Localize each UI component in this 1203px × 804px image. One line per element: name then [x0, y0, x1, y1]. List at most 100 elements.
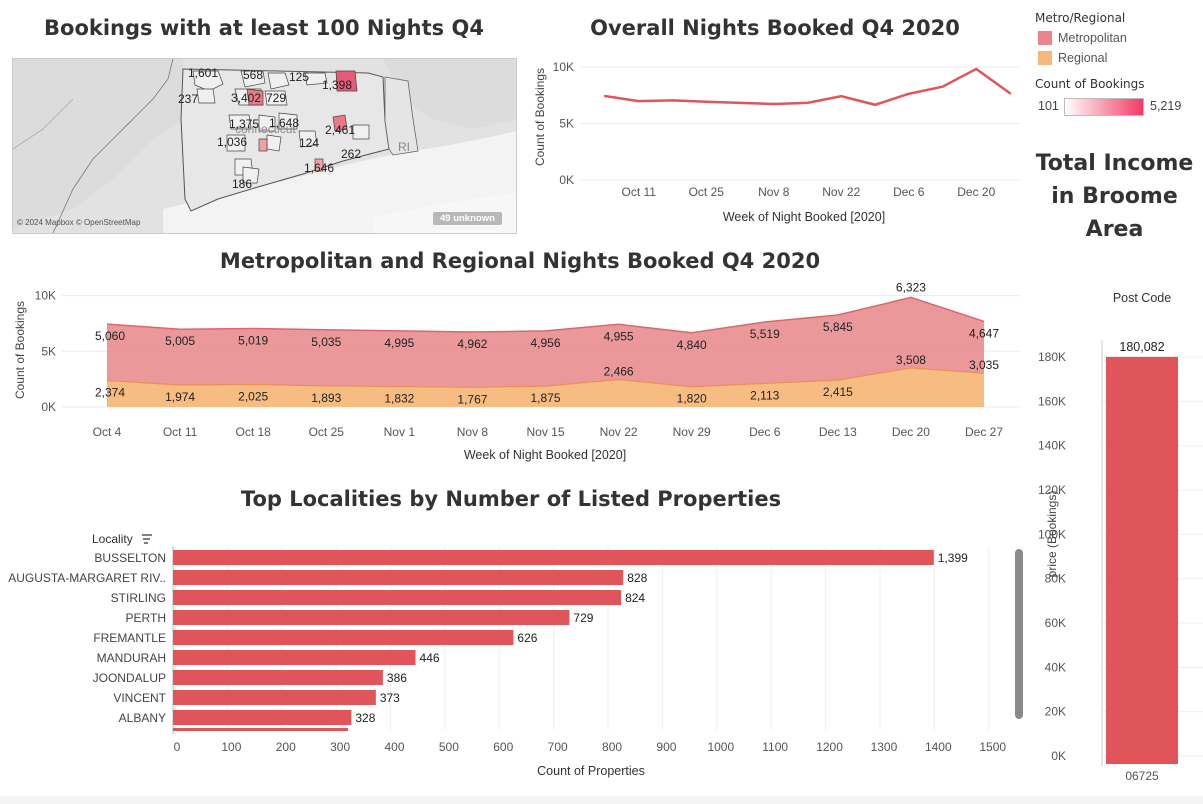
- overall-line-chart[interactable]: 0K 5K 10K Count of Bookings Oct 11 Oct 25 Nov …: [530, 0, 1026, 244]
- x-tick-label: 300: [330, 740, 350, 754]
- postcode-value-label: 180,082: [1119, 340, 1164, 354]
- y-tick-label: 0K: [559, 173, 574, 187]
- metropolitan-data-label: 5,060: [95, 329, 125, 343]
- overall-series-point: [1008, 92, 1012, 95]
- locality-label: BUSSELTON: [94, 551, 166, 565]
- overall-series-line: [604, 67, 1011, 107]
- overall-series-point: [975, 67, 978, 71]
- map-marker[interactable]: 3,402: [231, 91, 261, 105]
- x-tick-label: 200: [276, 740, 296, 754]
- regional-data-label: 1,820: [677, 392, 707, 406]
- locality-value-label: 373: [380, 691, 400, 705]
- x-tick-label: Dec 27: [965, 425, 1003, 439]
- regional-data-label: 2,113: [750, 388, 779, 402]
- x-tick-label: 600: [493, 740, 513, 754]
- legend-item-regional[interactable]: Regional: [1038, 51, 1107, 65]
- x-tick-label: 1100: [762, 740, 788, 754]
- overall-series-point: [873, 103, 877, 106]
- x-tick-label: 700: [548, 740, 568, 754]
- localities-scrollbar[interactable]: [1015, 549, 1023, 719]
- regional-data-label: 1,875: [530, 391, 560, 405]
- metropolitan-label: Metropolitan: [1058, 31, 1127, 45]
- regional-data-label: 1,767: [457, 392, 487, 406]
- y-axis-title: Count of Bookings: [533, 68, 547, 166]
- map-attribution[interactable]: © 2024 Mapbox © OpenStreetMap: [17, 218, 141, 227]
- area-chart[interactable]: 0K 5K 10K Count of Bookings 5,060 5,005 5,019 5…: [0, 244, 1026, 476]
- x-tick-label: 400: [385, 740, 405, 754]
- x-tick-label: Oct 25: [689, 185, 725, 199]
- map-ri-label: RI: [398, 140, 410, 154]
- postcode-panel: Post Code 0K 20K 40K 60K 80K 100K 120K 140K 160K 1…: [1026, 244, 1203, 796]
- x-tick-label: Dec 6: [749, 425, 781, 439]
- count-legend-max: 5,219: [1150, 99, 1182, 113]
- y-tick-label: 5K: [41, 344, 56, 358]
- y-tick-label: 10K: [35, 289, 56, 303]
- postcode-bar-chart[interactable]: Post Code 0K 20K 40K 60K 80K 100K 120K 140K 160K 1…: [1026, 244, 1203, 796]
- map-marker[interactable]: 124: [299, 136, 319, 150]
- overall-series-point: [671, 99, 674, 102]
- y-tick-label: 180K: [1038, 350, 1066, 364]
- map-marker[interactable]: 262: [341, 147, 361, 161]
- map-marker[interactable]: 2,461: [325, 123, 355, 137]
- regional-data-label: 3,035: [969, 358, 999, 372]
- map-marker[interactable]: 1,036: [217, 135, 247, 149]
- map-marker[interactable]: 729: [266, 91, 286, 105]
- metropolitan-area: [107, 297, 984, 388]
- locality-label: AUGUSTA-MARGARET RIV..: [8, 571, 166, 585]
- x-tick-label: 1200: [816, 740, 843, 754]
- x-tick-label: Oct 18: [235, 425, 271, 439]
- localities-bar-chart[interactable]: 0 100 200 300 400 500 600 700 800 900 1000 1100 1200…: [0, 476, 1026, 796]
- localities-panel: Top Localities by Number of Listed Prope…: [0, 476, 1026, 796]
- locality-label: ALBANY: [119, 711, 166, 725]
- locality-bar: [173, 650, 416, 665]
- y-tick-label: 40K: [1045, 660, 1066, 674]
- legend-item-metropolitan[interactable]: Metropolitan: [1038, 31, 1127, 45]
- overall-series-point: [637, 99, 640, 103]
- overall-series-point: [738, 101, 742, 105]
- locality-label: VINCENT: [113, 691, 166, 705]
- map-unknown-badge[interactable]: 49 unknown: [433, 212, 502, 225]
- x-tick-label: 500: [439, 740, 459, 754]
- y-tick-label: 20K: [1045, 705, 1066, 719]
- map-marker[interactable]: 125: [289, 70, 309, 84]
- locality-value-label: 626: [517, 631, 537, 645]
- locality-label: MANDURAH: [97, 651, 166, 665]
- metropolitan-data-label: 5,035: [311, 335, 341, 349]
- count-gradient-bar[interactable]: [1064, 98, 1144, 116]
- map-marker[interactable]: 1,646: [304, 161, 334, 175]
- x-tick-label: Nov 22: [600, 425, 638, 439]
- x-tick-label: Nov 22: [822, 185, 860, 199]
- map-marker[interactable]: 1,375: [229, 117, 259, 131]
- postcode-category-label: 06725: [1125, 769, 1159, 783]
- y-tick-label: 0K: [41, 400, 56, 414]
- locality-bar: [173, 690, 376, 705]
- x-tick-label: Dec 20: [957, 185, 995, 199]
- overall-series-point: [772, 102, 775, 106]
- locality-bar: [173, 550, 934, 565]
- metropolitan-data-label: 4,840: [677, 338, 707, 352]
- income-title-line: in Broome: [1051, 184, 1178, 209]
- locality-value-label: 446: [420, 651, 440, 665]
- metropolitan-data-label: 5,845: [823, 320, 853, 334]
- overall-series-point: [806, 101, 809, 105]
- locality-bar: [173, 590, 622, 605]
- metropolitan-line: [106, 296, 985, 334]
- locality-value-label: 828: [627, 571, 647, 585]
- postcode-header: Post Code: [1113, 291, 1171, 305]
- map-marker[interactable]: 1,601: [188, 66, 218, 80]
- map-marker[interactable]: 237: [178, 92, 198, 106]
- x-tick-label: Oct 11: [622, 185, 657, 199]
- locality-value-label: 328: [355, 711, 375, 725]
- locality-bar: [173, 570, 624, 585]
- map-state-label: connecticut: [235, 122, 296, 136]
- count-legend-min: 101: [1038, 99, 1059, 113]
- map-title: Bookings with at least 100 Nights Q4: [44, 16, 484, 40]
- color-legend-title: Metro/Regional: [1035, 11, 1126, 25]
- map-marker[interactable]: 1,398: [322, 78, 352, 92]
- map-marker[interactable]: 1,648: [269, 116, 299, 130]
- map-marker[interactable]: 186: [232, 177, 252, 191]
- map-marker[interactable]: 568: [243, 68, 263, 82]
- map-view[interactable]: connecticut RI 1,601 568 125 237 3,402 7…: [12, 58, 517, 234]
- x-tick-label: Nov 8: [758, 185, 790, 199]
- x-axis-title: Week of Night Booked [2020]: [723, 210, 885, 224]
